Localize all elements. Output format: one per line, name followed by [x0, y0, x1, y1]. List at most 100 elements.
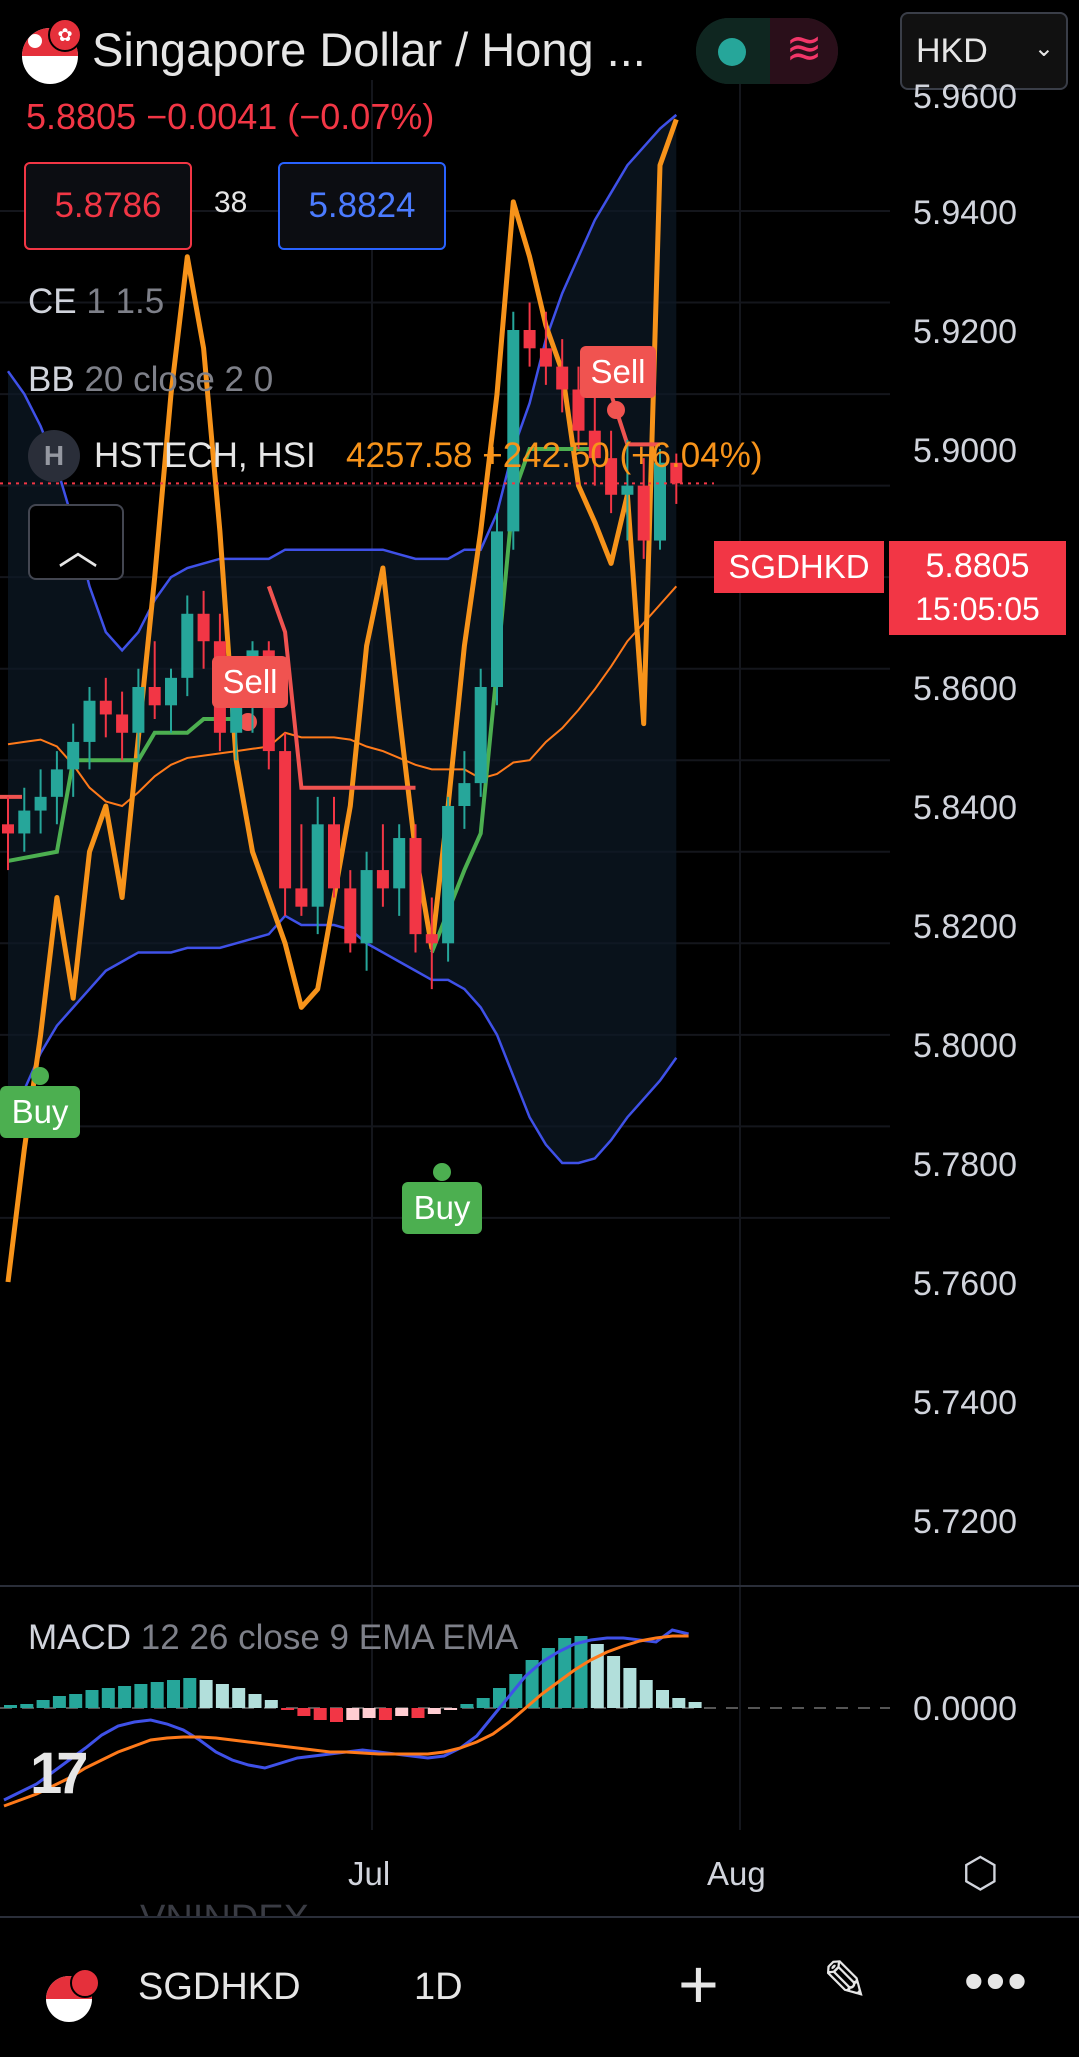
sell-signal-label: Sell — [212, 656, 288, 708]
collapse-legend-button[interactable]: ︿ — [28, 504, 124, 580]
candle-body — [279, 751, 292, 889]
bb-indicator-legend[interactable]: BB 20 close 2 0 — [28, 360, 273, 400]
candle-body — [50, 769, 63, 797]
macd-histogram-bar — [672, 1698, 686, 1708]
macd-histogram-bar — [150, 1682, 164, 1708]
candle-body — [507, 330, 520, 532]
compare-change: +242.50 (+6.04%) — [482, 436, 763, 475]
macd-histogram-bar — [574, 1636, 588, 1708]
candle-body — [165, 677, 177, 706]
candle-body — [458, 783, 471, 806]
candle-body — [621, 485, 634, 495]
compare-symbol-icon: H — [28, 430, 80, 482]
symbol-price-tag: SGDHKD — [714, 541, 884, 593]
market-status-pill[interactable]: ≋ — [696, 18, 838, 84]
candle-body — [556, 366, 569, 390]
macd-histogram-bar — [346, 1708, 360, 1720]
tradingview-logo: 17 — [30, 1741, 88, 1806]
chevron-up-icon: ︿ — [58, 529, 98, 573]
candle-body — [572, 389, 585, 431]
price-axis-label: 5.8200 — [913, 908, 1017, 946]
price-change-row: 5.8805 −0.0041 (−0.07%) — [26, 96, 434, 138]
macd-histogram-bar — [378, 1708, 392, 1720]
spread-value: 38 — [214, 186, 248, 219]
bollinger-basis — [7, 585, 678, 808]
macd-histogram-bar — [395, 1708, 409, 1716]
chevron-down-icon: ⌄ — [1033, 35, 1054, 62]
symbol-title[interactable]: Singapore Dollar / Hong ... — [92, 23, 646, 76]
buy-signal-label: Buy — [402, 1182, 482, 1234]
compare-symbol-name[interactable]: HSTECH, HSI — [94, 436, 316, 475]
bollinger-upper — [6, 113, 678, 653]
bar-countdown: 15:05:05 — [915, 591, 1040, 627]
macd-histogram-bar — [134, 1684, 148, 1708]
candle-body — [116, 714, 129, 733]
bb-params: 20 close 2 0 — [84, 360, 274, 399]
price-axis-label: 5.8000 — [913, 1027, 1017, 1065]
price-axis-label: 5.7600 — [913, 1265, 1017, 1303]
candle-body — [442, 806, 455, 944]
candle-body — [67, 741, 80, 770]
macd-histogram-bar — [493, 1688, 506, 1708]
chart-settings-icon[interactable]: ⬡ — [962, 1849, 999, 1896]
macd-name: MACD — [28, 1618, 132, 1657]
chandelier-short-line — [266, 585, 416, 790]
sell-price-button[interactable]: 5.8786 — [24, 162, 192, 250]
price-axis-label: 5.7400 — [913, 1384, 1017, 1422]
macd-signal-line — [3, 1634, 689, 1808]
candle-body — [132, 687, 145, 733]
price-axis-label: 5.7800 — [913, 1146, 1017, 1184]
candle-body — [148, 687, 161, 706]
more-options-icon[interactable]: ••• — [964, 1949, 1029, 2012]
macd-histogram-bar — [558, 1638, 572, 1708]
candle-body — [328, 824, 340, 889]
candle-body — [2, 824, 14, 834]
candle-body — [197, 613, 210, 642]
compare-value: 4257.58 — [346, 436, 473, 475]
hkd-flag-icon: ✿ — [48, 18, 82, 52]
market-open-dot-icon — [718, 38, 746, 66]
last-price-tag: 5.8805 15:05:05 — [889, 541, 1066, 635]
timeframe-button[interactable]: 1D — [414, 1966, 463, 2008]
buy-signal-marker — [31, 1067, 49, 1085]
macd-axis-label: 0.0000 — [913, 1690, 1017, 1728]
macd-histogram-bar — [36, 1700, 50, 1708]
macd-histogram-bar — [232, 1688, 246, 1708]
buy-price-button[interactable]: 5.8824 — [278, 162, 446, 250]
time-axis-label: Jul — [348, 1855, 391, 1892]
add-icon[interactable]: + — [678, 1945, 719, 2023]
bollinger-lower — [6, 914, 678, 1165]
macd-histogram-bar — [460, 1704, 474, 1708]
bottom-toolbar: SGDHKD 1D + ✎ ••• — [0, 1916, 1079, 2057]
macd-histogram-bar — [4, 1705, 17, 1708]
currency-selector[interactable]: HKD ⌄ — [900, 12, 1068, 90]
macd-histogram-bar — [183, 1678, 197, 1708]
draw-pen-icon[interactable]: ✎ — [822, 1949, 869, 2012]
candle-body — [18, 810, 31, 834]
ce-params: 1 1.5 — [86, 282, 165, 321]
price-change: −0.0041 (−0.07%) — [146, 96, 435, 137]
candle-body — [539, 348, 552, 367]
time-axis-label: Aug — [707, 1855, 766, 1892]
footer-symbol-button[interactable]: SGDHKD — [138, 1966, 301, 2008]
candle-body — [99, 700, 112, 715]
macd-histogram-bar — [297, 1708, 311, 1716]
price-axis-label: 5.9000 — [913, 432, 1017, 470]
macd-histogram-bar — [688, 1702, 702, 1708]
candle-body — [83, 700, 96, 742]
macd-histogram-bar — [52, 1696, 66, 1708]
candle-body — [670, 462, 683, 484]
macd-histogram-bar — [509, 1674, 523, 1708]
macd-legend[interactable]: MACD 12 26 close 9 EMA EMA — [28, 1618, 518, 1658]
candle-body — [588, 430, 601, 459]
bb-name: BB — [28, 360, 75, 399]
currency-label: HKD — [916, 32, 988, 70]
candle-body — [654, 462, 666, 541]
price-axis-label: 5.9200 — [913, 313, 1017, 351]
candle-body — [409, 838, 422, 935]
ce-name: CE — [28, 282, 77, 321]
macd-histogram-bar — [476, 1698, 490, 1708]
ce-indicator-legend[interactable]: CE 1 1.5 — [28, 282, 164, 322]
sell-signal-marker — [607, 401, 625, 419]
